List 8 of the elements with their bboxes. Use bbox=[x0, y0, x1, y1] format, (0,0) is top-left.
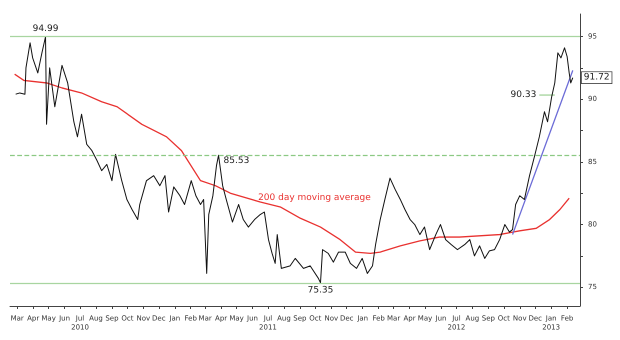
annotation: 94.99 bbox=[32, 24, 59, 34]
annotation: 90.33 bbox=[510, 90, 536, 100]
annotation: 85.53 bbox=[224, 156, 250, 166]
annotation: 75.35 bbox=[308, 285, 334, 296]
line-series bbox=[15, 36, 574, 284]
annotation: 91.72 bbox=[584, 72, 610, 83]
series-label: 200 day moving average bbox=[258, 192, 372, 203]
line-series bbox=[14, 74, 570, 254]
